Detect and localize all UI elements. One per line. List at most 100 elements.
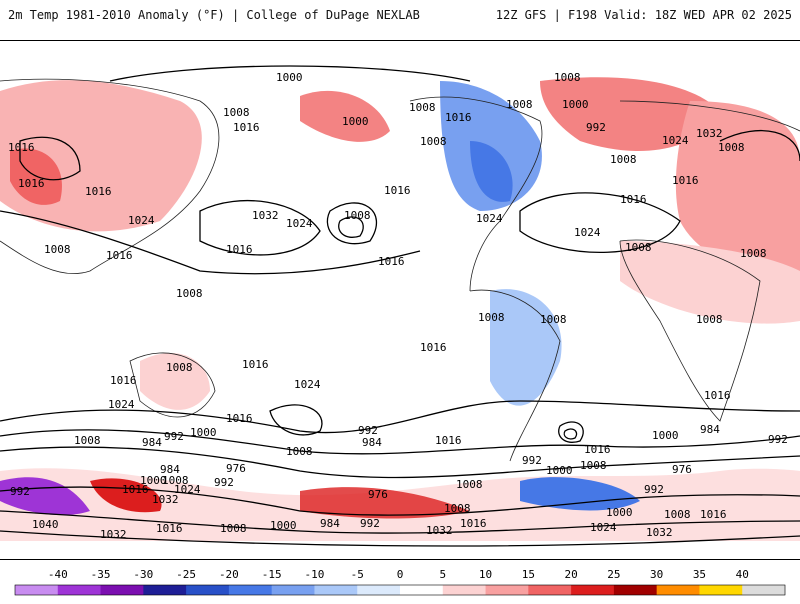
colorbar-swatch: [742, 585, 786, 595]
isobar-label: 1016: [242, 358, 269, 371]
isobar-label: 1016: [233, 121, 260, 134]
colorbar-tick-label: 20: [564, 568, 577, 581]
isobar-label: 1000: [546, 464, 573, 477]
isobar-label: 1024: [108, 398, 135, 411]
isobar-label: 1016: [378, 255, 405, 268]
cool-anomaly-south-america: [490, 289, 562, 406]
isobar-label: 1024: [294, 378, 321, 391]
colorbar-tick-label: 40: [736, 568, 749, 581]
isobar-label: 976: [368, 488, 388, 501]
isobar-label: 984: [362, 436, 382, 449]
colorbar-swatch: [442, 585, 487, 595]
isobar-label: 1008: [696, 313, 723, 326]
isobar-label: 984: [700, 423, 720, 436]
colorbar-tick-label: 15: [522, 568, 535, 581]
colorbar-swatch: [400, 585, 444, 595]
isobar-label: 1008: [344, 209, 371, 222]
isobar-label: 984: [142, 436, 162, 449]
isobar-label: 992: [358, 424, 378, 437]
isobar-label: 1016: [226, 243, 253, 256]
isobar-label: 1008: [286, 445, 313, 458]
warm-anomaly-antarctica: [90, 478, 162, 513]
colorbar-swatch: [143, 585, 187, 595]
isobar-label: 1008: [74, 434, 101, 447]
isobar-label: 1008: [444, 502, 471, 515]
isobar-label: 992: [10, 485, 30, 498]
colorbar-swatch: [613, 585, 658, 595]
isobar-label: 1008: [409, 101, 436, 114]
warm-anomaly-australia: [140, 352, 210, 410]
colorbar-tick-label: 25: [607, 568, 620, 581]
isobar-label: 1008: [664, 508, 691, 521]
isobar-label: 1008: [223, 106, 250, 119]
isobar-label: 1016: [672, 174, 699, 187]
isobar-label: 1000: [276, 71, 303, 84]
isobars: [0, 65, 800, 547]
colorbar-swatch: [656, 585, 700, 595]
warm-anomaly-north-atlantic: [540, 77, 720, 151]
isobar-label: 1032: [252, 209, 279, 222]
colorbar-swatch: [571, 585, 615, 595]
colorbar-tick-label: -30: [133, 568, 153, 581]
isobar-label: 1000: [140, 474, 167, 487]
colorbar-swatch: [271, 585, 315, 595]
colorbar-tick-label: 10: [479, 568, 492, 581]
colorbar-tick-label: -15: [262, 568, 282, 581]
isobar-label: 1008: [580, 459, 607, 472]
colorbar-tick-label: -40: [48, 568, 68, 581]
isobar-label: 992: [644, 483, 664, 496]
isobar-label: 976: [672, 463, 692, 476]
isobar-label: 992: [586, 121, 606, 134]
colorbar-tick-label: 5: [439, 568, 446, 581]
isobar-label: 1008: [162, 474, 189, 487]
colorbar-tick-label: 0: [397, 568, 404, 581]
header: 2m Temp 1981-2010 Anomaly (°F) | College…: [0, 0, 800, 40]
isobar-label: 1008: [540, 313, 567, 326]
colorbar-tick-label: -5: [351, 568, 364, 581]
isobar-label: 1016: [8, 141, 35, 154]
isobar-label: 1016: [460, 517, 487, 530]
isobar-label: 1000: [270, 519, 297, 532]
isobar-label: 1032: [426, 524, 453, 537]
colorbar-swatch: [528, 585, 572, 595]
isobar-label: 1024: [476, 212, 503, 225]
colorbar-tick-label: 35: [693, 568, 706, 581]
isobar-label: 1000: [652, 429, 679, 442]
isobar-label: 992: [768, 433, 788, 446]
colorbar-swatch: [100, 585, 144, 595]
isobar-label: 976: [226, 462, 246, 475]
isobar-label: 1024: [662, 134, 689, 147]
colorbar: -40 -35 -30 -25 -20 -15 -10 -5 0 5 10 15 20 25 30 35 40: [0, 560, 800, 600]
isobar-label: 1000: [342, 115, 369, 128]
colorbar-swatch: [15, 585, 59, 595]
isobar-label: 1000: [190, 426, 217, 439]
isobar-label: 1016: [420, 341, 447, 354]
colorbar-tick-label: -20: [219, 568, 239, 581]
isobar-label: 1016: [700, 508, 727, 521]
weather-map: 1000 1008 1008 1008 1008 1000 1000 1016 …: [0, 40, 800, 560]
colorbar-svg: -40 -35 -30 -25 -20 -15 -10 -5 0 5 10 15 20 25 30 35 40: [14, 568, 786, 596]
isobar-label: 1000: [562, 98, 589, 111]
colorbar-swatch: [228, 585, 273, 595]
isobar-label: 1032: [152, 493, 179, 506]
isobar-label: 1008: [420, 135, 447, 148]
isobar-label: 1016: [704, 389, 731, 402]
isobar-label: 1008: [718, 141, 745, 154]
isobar-label: 992: [522, 454, 542, 467]
isobar-label: 1016: [106, 249, 133, 262]
colorbar-tick-label: -25: [176, 568, 196, 581]
isobar-label: 1008: [625, 241, 652, 254]
isobar-label: 984: [320, 517, 340, 530]
isobar-label: 1016: [110, 374, 137, 387]
isobar-label: 1016: [18, 177, 45, 190]
isobar-label: 1016: [620, 193, 647, 206]
isobar-label: 1024: [286, 217, 313, 230]
isobar-label: 1008: [610, 153, 637, 166]
colorbar-swatch: [485, 585, 529, 595]
cold-anomaly-antarctica-east: [520, 477, 640, 511]
warm-anomaly-europe: [675, 101, 800, 274]
map-title: 2m Temp 1981-2010 Anomaly (°F) | College…: [8, 8, 420, 22]
isobar-label: 1016: [226, 412, 253, 425]
cold-anomaly-north-america: [440, 81, 542, 211]
colorbar-border: [14, 584, 786, 596]
